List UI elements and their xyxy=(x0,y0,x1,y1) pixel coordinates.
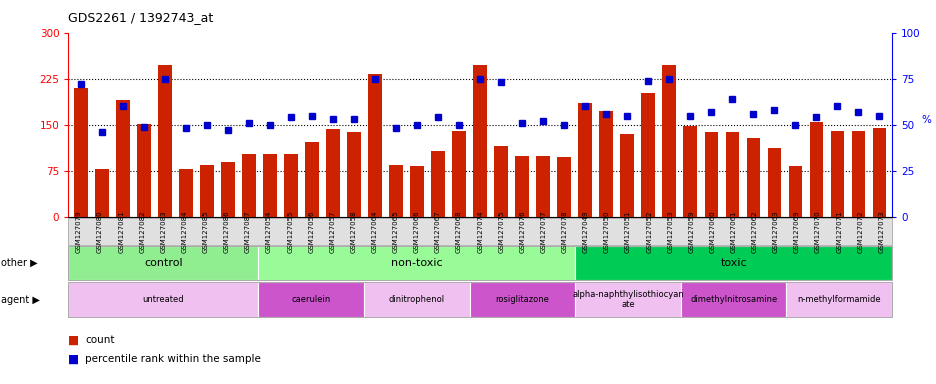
Text: GSM127063: GSM127063 xyxy=(772,210,778,253)
Text: GSM127086: GSM127086 xyxy=(224,210,229,253)
Bar xyxy=(410,166,424,217)
Text: control: control xyxy=(144,258,183,268)
Bar xyxy=(116,100,130,217)
Text: GSM127068: GSM127068 xyxy=(456,210,461,253)
Text: GSM127049: GSM127049 xyxy=(582,210,588,253)
Text: GSM127058: GSM127058 xyxy=(350,210,356,253)
Text: GSM127087: GSM127087 xyxy=(244,210,251,253)
Bar xyxy=(95,169,109,217)
Bar xyxy=(682,126,696,217)
Text: GSM127066: GSM127066 xyxy=(414,210,419,253)
Text: GSM127074: GSM127074 xyxy=(476,210,483,253)
Y-axis label: %: % xyxy=(920,115,930,125)
Bar xyxy=(137,124,151,217)
Bar xyxy=(368,74,382,217)
Bar xyxy=(662,65,676,217)
Text: caerulein: caerulein xyxy=(291,295,330,304)
Bar xyxy=(641,93,654,217)
Bar xyxy=(263,154,277,217)
Text: GSM127072: GSM127072 xyxy=(856,210,862,253)
Text: rosiglitazone: rosiglitazone xyxy=(495,295,548,304)
Bar xyxy=(284,154,298,217)
Text: GSM127054: GSM127054 xyxy=(266,210,271,253)
Text: GSM127073: GSM127073 xyxy=(878,210,884,253)
Text: GSM127060: GSM127060 xyxy=(709,210,715,253)
Text: GSM127080: GSM127080 xyxy=(97,210,103,253)
Bar xyxy=(494,146,507,217)
Bar xyxy=(578,103,592,217)
Text: GSM127059: GSM127059 xyxy=(688,210,694,253)
Text: GSM127076: GSM127076 xyxy=(519,210,525,253)
Text: GSM127064: GSM127064 xyxy=(372,210,377,253)
Bar xyxy=(829,131,843,217)
Text: GSM127069: GSM127069 xyxy=(793,210,799,253)
Bar xyxy=(242,154,256,217)
Bar xyxy=(704,132,717,217)
Bar xyxy=(158,65,171,217)
Bar xyxy=(200,165,213,217)
Text: GSM127077: GSM127077 xyxy=(540,210,546,253)
Bar xyxy=(557,157,570,217)
Text: ■: ■ xyxy=(68,353,80,366)
Text: GSM127053: GSM127053 xyxy=(666,210,673,253)
Text: GSM127067: GSM127067 xyxy=(434,210,441,253)
Bar xyxy=(767,148,781,217)
Text: n-methylformamide: n-methylformamide xyxy=(797,295,880,304)
Text: GSM127052: GSM127052 xyxy=(646,210,651,253)
Text: GSM127051: GSM127051 xyxy=(624,210,630,253)
Bar xyxy=(535,156,549,217)
Text: percentile rank within the sample: percentile rank within the sample xyxy=(85,354,261,364)
Text: GSM127084: GSM127084 xyxy=(182,210,187,253)
Text: untreated: untreated xyxy=(142,295,184,304)
Bar xyxy=(221,162,235,217)
Bar xyxy=(452,131,465,217)
Text: GSM127070: GSM127070 xyxy=(814,210,820,253)
Text: non-toxic: non-toxic xyxy=(390,258,442,268)
Bar xyxy=(724,132,739,217)
Bar xyxy=(389,165,402,217)
Text: ■: ■ xyxy=(68,333,80,346)
Text: GSM127050: GSM127050 xyxy=(604,210,609,253)
Bar xyxy=(515,156,529,217)
Bar xyxy=(326,129,340,217)
Text: GSM127056: GSM127056 xyxy=(308,210,314,253)
Text: alpha-naphthylisothiocyan
ate: alpha-naphthylisothiocyan ate xyxy=(572,290,683,309)
Bar xyxy=(809,122,823,217)
Text: count: count xyxy=(85,335,114,345)
Text: GSM127081: GSM127081 xyxy=(118,210,124,253)
Text: agent ▶: agent ▶ xyxy=(1,295,39,305)
Text: GSM127061: GSM127061 xyxy=(730,210,736,253)
Bar xyxy=(473,65,487,217)
Bar xyxy=(620,134,634,217)
Text: GSM127079: GSM127079 xyxy=(76,210,81,253)
Bar xyxy=(599,111,612,217)
Text: GSM127071: GSM127071 xyxy=(835,210,841,253)
Text: GSM127083: GSM127083 xyxy=(160,210,167,253)
Text: dimethylnitrosamine: dimethylnitrosamine xyxy=(689,295,777,304)
Text: GSM127085: GSM127085 xyxy=(202,210,209,253)
Text: GSM127065: GSM127065 xyxy=(392,210,399,253)
Text: GSM127062: GSM127062 xyxy=(751,210,757,253)
Text: GSM127057: GSM127057 xyxy=(329,210,335,253)
Text: toxic: toxic xyxy=(720,258,746,268)
Text: GSM127055: GSM127055 xyxy=(286,210,293,253)
Text: GSM127075: GSM127075 xyxy=(498,210,504,253)
Bar xyxy=(347,132,360,217)
Bar xyxy=(431,151,445,217)
Bar xyxy=(305,142,318,217)
Bar xyxy=(179,169,193,217)
Bar xyxy=(871,128,885,217)
Bar xyxy=(746,138,759,217)
Text: GSM127082: GSM127082 xyxy=(139,210,145,253)
Text: dinitrophenol: dinitrophenol xyxy=(388,295,445,304)
Text: other ▶: other ▶ xyxy=(1,258,37,268)
Text: GSM127078: GSM127078 xyxy=(561,210,567,253)
Text: GDS2261 / 1392743_at: GDS2261 / 1392743_at xyxy=(68,12,213,25)
Bar xyxy=(788,166,801,217)
Bar xyxy=(851,131,864,217)
Bar xyxy=(74,88,88,217)
